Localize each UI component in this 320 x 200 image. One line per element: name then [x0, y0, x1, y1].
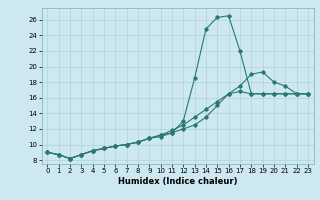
X-axis label: Humidex (Indice chaleur): Humidex (Indice chaleur) [118, 177, 237, 186]
